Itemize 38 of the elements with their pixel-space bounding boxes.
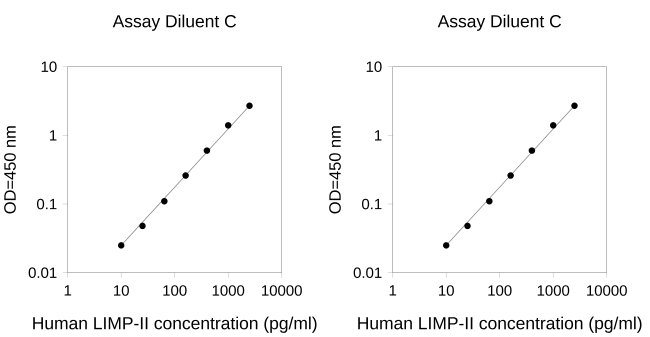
y-tick-label: 1 [50, 130, 56, 141]
point [528, 147, 536, 154]
y-tick-label: 0.1 [362, 198, 382, 210]
point [550, 122, 556, 129]
y-tick-label: 1 [375, 130, 382, 141]
point [161, 198, 168, 204]
x-axis-title: Human LIMP-II concentration (pg/ml) [358, 316, 642, 333]
x-tick-label: 1 [390, 285, 396, 296]
y-axis-title: OD=450 nm [4, 126, 16, 214]
x-tick-label: 1000 [212, 285, 244, 296]
point [442, 242, 450, 249]
y-tick-label: 10 [366, 61, 382, 72]
x-tick-label: 10000 [262, 285, 302, 296]
chart-title: Assay Diluent C [438, 14, 562, 31]
x-tick-label: 1000 [538, 285, 570, 296]
point [486, 198, 493, 204]
x-tick-label: 1 [64, 285, 72, 296]
point [571, 102, 578, 109]
point [139, 222, 146, 230]
x-tick-label: 100 [488, 285, 512, 296]
point [182, 172, 189, 179]
x-axis-title: Human LIMP-II concentration (pg/ml) [33, 316, 316, 333]
point [204, 147, 210, 154]
point [464, 222, 471, 230]
y-axis-title: OD=450 nm [329, 126, 341, 214]
point [118, 242, 124, 249]
y-tick-label: 0.1 [36, 198, 56, 210]
x-tick-label: 10 [439, 285, 454, 296]
point [246, 102, 253, 109]
x-tick-label: 100 [163, 285, 187, 296]
point [224, 122, 232, 129]
y-tick-label: 0.01 [28, 267, 56, 278]
y-tick-label: 0.01 [354, 267, 382, 278]
point [507, 172, 514, 179]
y-tick-label: 10 [42, 61, 57, 72]
x-tick-label: 10 [114, 285, 129, 296]
chart-title: Assay Diluent C [112, 14, 236, 31]
x-tick-label: 10000 [587, 285, 627, 296]
